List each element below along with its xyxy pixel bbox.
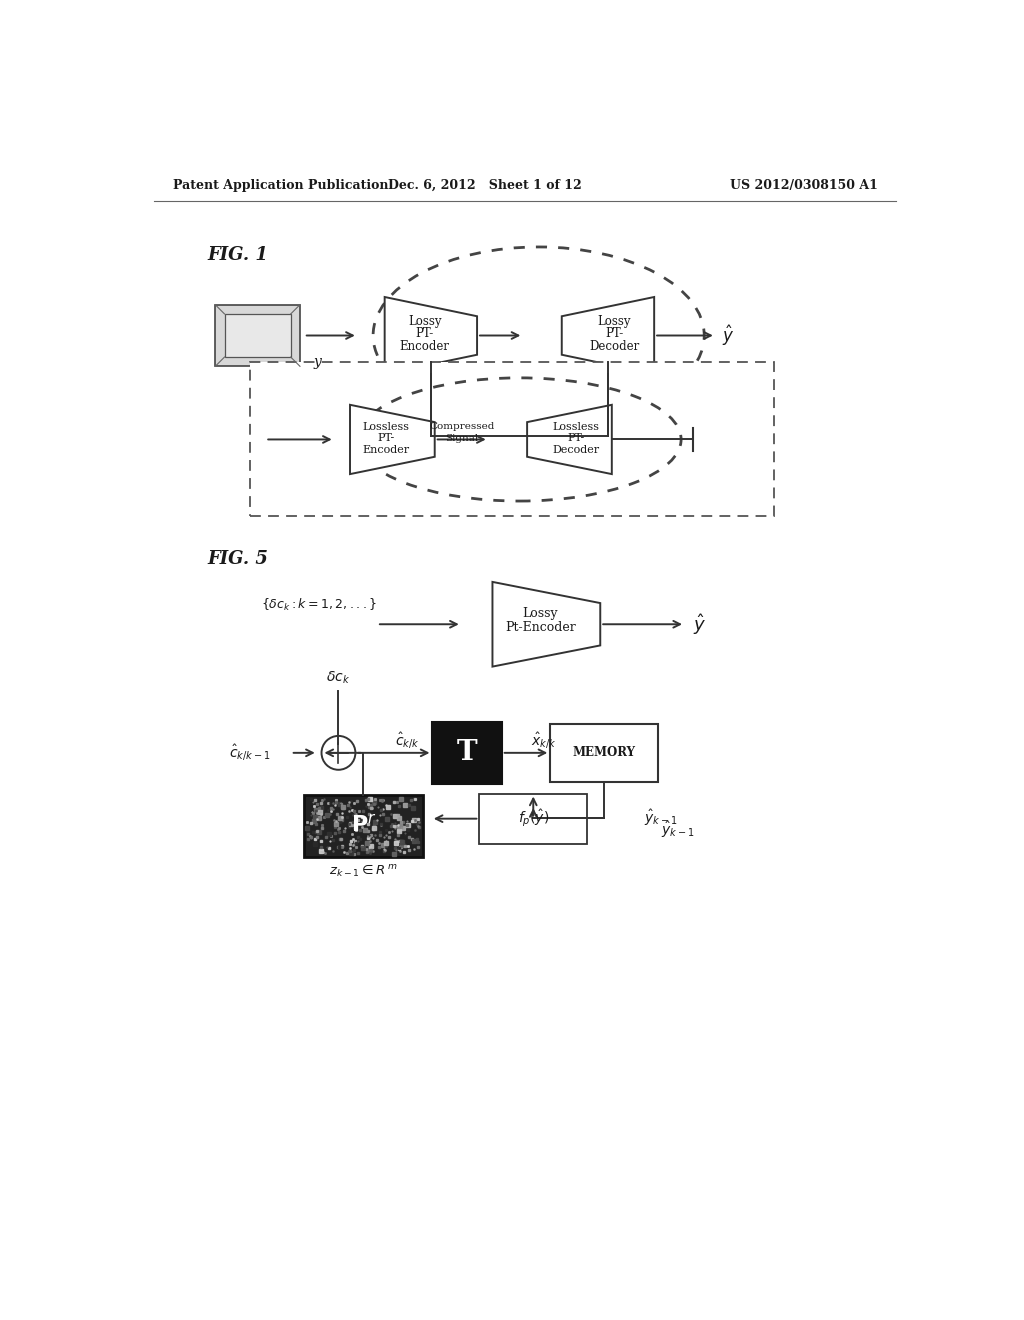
Text: FIG. 5: FIG. 5 [208, 550, 268, 568]
Text: Decoder: Decoder [589, 339, 639, 352]
Text: Dec. 6, 2012   Sheet 1 of 12: Dec. 6, 2012 Sheet 1 of 12 [388, 178, 582, 191]
Text: PT-: PT- [378, 433, 395, 444]
Text: $\mathbf{P}^r$: $\mathbf{P}^r$ [350, 814, 377, 837]
Text: US 2012/0308150 A1: US 2012/0308150 A1 [729, 178, 878, 191]
Text: Lossless: Lossless [362, 422, 410, 432]
Polygon shape [562, 297, 654, 374]
Text: $\hat{y}$: $\hat{y}$ [722, 323, 734, 347]
Text: $\hat{x}_{k/k}$: $\hat{x}_{k/k}$ [531, 731, 557, 751]
Text: Patent Application Publication: Patent Application Publication [173, 178, 388, 191]
Text: $f_p(\hat{y})$: $f_p(\hat{y})$ [518, 808, 549, 829]
Text: Compressed: Compressed [429, 422, 495, 430]
Text: $\hat{y}_{k-1}$: $\hat{y}_{k-1}$ [660, 820, 694, 840]
Text: $\hat{c}_{k/k-1}$: $\hat{c}_{k/k-1}$ [229, 743, 270, 763]
Text: Lossy: Lossy [408, 315, 441, 329]
Text: T: T [457, 739, 477, 767]
Polygon shape [493, 582, 600, 667]
Text: Decoder: Decoder [552, 445, 599, 455]
Bar [550, 723, 658, 781]
Polygon shape [385, 297, 477, 374]
Bar [215, 305, 300, 367]
Text: MEMORY: MEMORY [572, 746, 636, 759]
Text: Pt-Encoder: Pt-Encoder [505, 620, 575, 634]
Text: Signal: Signal [445, 434, 478, 444]
Text: Encoder: Encoder [399, 339, 450, 352]
Text: Lossy: Lossy [522, 607, 558, 620]
Polygon shape [350, 405, 435, 474]
Text: $\{\delta c_k : k=1,2,...\}$: $\{\delta c_k : k=1,2,...\}$ [261, 597, 378, 612]
Text: y: y [313, 355, 321, 368]
Polygon shape [527, 405, 611, 474]
Text: Encoder: Encoder [362, 445, 410, 455]
Text: FIG. 1: FIG. 1 [208, 246, 268, 264]
Text: $\hat{c}_{k/k}$: $\hat{c}_{k/k}$ [395, 731, 420, 751]
Text: $z_{k-1}\in R^{\,m}$: $z_{k-1}\in R^{\,m}$ [329, 862, 397, 879]
Text: $\hat{y}$: $\hat{y}$ [692, 612, 706, 636]
Text: Lossless: Lossless [552, 422, 599, 432]
Bar [304, 795, 423, 857]
Bar [432, 722, 502, 784]
Bar [479, 793, 587, 843]
Text: $\delta c_k$: $\delta c_k$ [327, 671, 350, 686]
Text: PT-: PT- [605, 326, 624, 339]
Bar [224, 314, 291, 358]
Text: PT-: PT- [567, 433, 585, 444]
Text: PT-: PT- [416, 326, 434, 339]
Text: Lossy: Lossy [597, 315, 631, 329]
Text: $\hat{y}_{k-1}$: $\hat{y}_{k-1}$ [644, 808, 678, 829]
FancyBboxPatch shape [250, 363, 773, 516]
